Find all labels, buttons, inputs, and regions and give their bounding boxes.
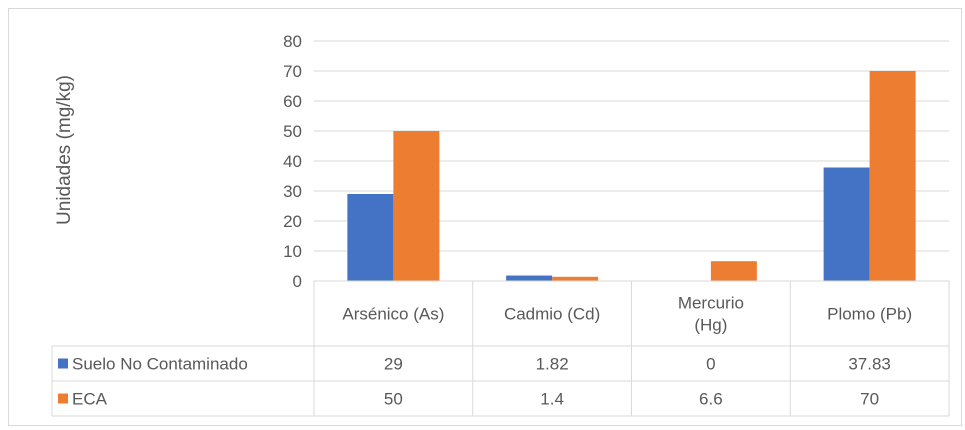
bar-eca-3	[869, 71, 916, 281]
category-label: Plomo (Pb)	[827, 305, 912, 324]
bar-eca-0	[393, 131, 440, 281]
data-value: 1.82	[536, 355, 569, 374]
bar-suelo-0	[347, 194, 394, 281]
series-name: Suelo No Contaminado	[72, 355, 248, 374]
y-tick-label: 60	[283, 92, 302, 111]
y-tick-label: 30	[283, 182, 302, 201]
y-axis-label: Unidades (mg/kg)	[54, 75, 75, 225]
data-value: 29	[384, 355, 403, 374]
data-value: 0	[706, 355, 715, 374]
data-value: 70	[860, 390, 879, 409]
data-value: 6.6	[699, 390, 723, 409]
category-label: Mercurio	[678, 294, 744, 313]
y-tick-label: 10	[283, 242, 302, 261]
bar-suelo-1	[506, 275, 553, 281]
y-tick-label: 20	[283, 212, 302, 231]
y-tick-label: 70	[283, 62, 302, 81]
data-value: 1.4	[540, 390, 564, 409]
data-value: 37.83	[848, 355, 891, 374]
series-name: ECA	[72, 390, 108, 409]
bar-eca-2	[710, 261, 757, 281]
legend-key-suelo	[58, 358, 68, 369]
bar-eca-1	[552, 276, 599, 281]
y-tick-label: 0	[293, 272, 302, 291]
legend-key-eca	[58, 393, 68, 404]
y-tick-label: 50	[283, 122, 302, 141]
category-label: (Hg)	[694, 316, 727, 335]
data-value: 50	[384, 390, 403, 409]
y-tick-label: 40	[283, 152, 302, 171]
bar-suelo-3	[823, 167, 870, 281]
chart-frame	[8, 8, 962, 426]
y-tick-label: 80	[283, 32, 302, 51]
y-axis-ticks: 0 10 20 30 40 50 60 70 80	[283, 32, 302, 291]
bars	[347, 71, 916, 281]
data-table: Arsénico (As) Cadmio (Cd) Mercurio (Hg) Plom…	[51, 280, 950, 417]
category-label: Cadmio (Cd)	[504, 305, 600, 324]
category-label: Arsénico (As)	[342, 305, 444, 324]
